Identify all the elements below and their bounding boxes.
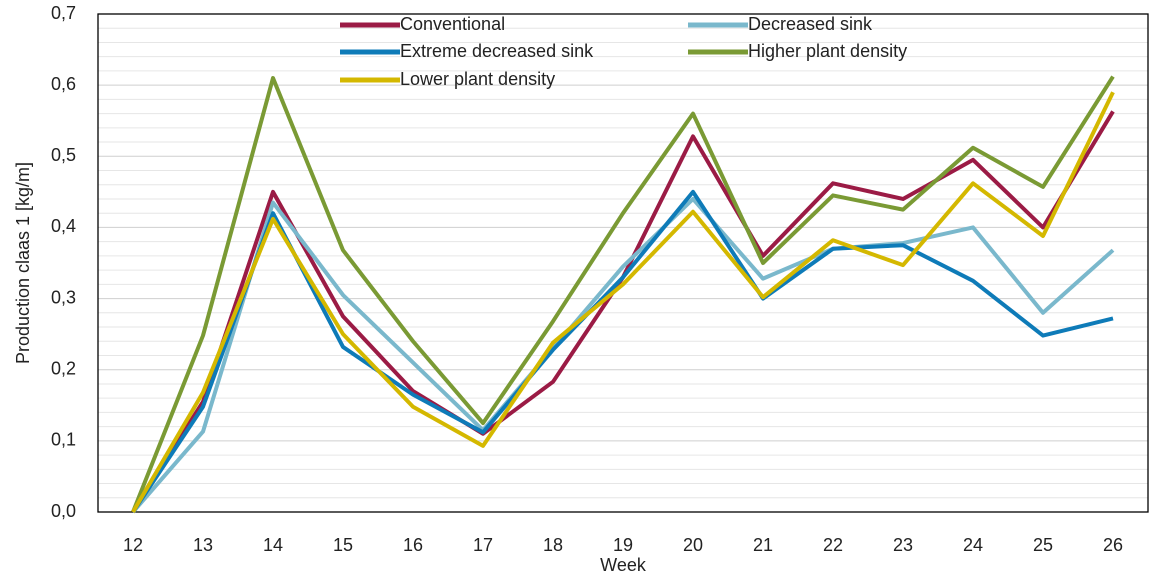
x-tick-label: 12 bbox=[123, 535, 143, 555]
x-tick-label: 24 bbox=[963, 535, 983, 555]
y-tick-label: 0,6 bbox=[51, 74, 76, 94]
y-tick-label: 0,4 bbox=[51, 216, 76, 236]
x-tick-label: 18 bbox=[543, 535, 563, 555]
plot-frame bbox=[97, 13, 1149, 513]
series-line bbox=[131, 91, 1115, 514]
y-tick-label: 0,3 bbox=[51, 287, 76, 307]
y-axis-label: Production claas 1 [kg/m] bbox=[13, 162, 33, 364]
x-tick-label: 20 bbox=[683, 535, 703, 555]
y-tick-label: 0,2 bbox=[51, 358, 76, 378]
y-tick-label: 0,1 bbox=[51, 430, 76, 450]
x-tick-label: 14 bbox=[263, 535, 283, 555]
legend-label: Conventional bbox=[400, 14, 505, 34]
x-tick-label: 25 bbox=[1033, 535, 1053, 555]
legend-label: Lower plant density bbox=[400, 69, 555, 89]
legend-label: Decreased sink bbox=[748, 14, 873, 34]
x-tick-label: 22 bbox=[823, 535, 843, 555]
series-line bbox=[131, 196, 1115, 514]
x-axis-label: Week bbox=[600, 555, 647, 575]
x-tick-label: 19 bbox=[613, 535, 633, 555]
legend-label: Higher plant density bbox=[748, 41, 907, 61]
y-tick-label: 0,0 bbox=[51, 501, 76, 521]
x-tick-label: 15 bbox=[333, 535, 353, 555]
y-tick-label: 0,5 bbox=[51, 145, 76, 165]
x-tick-label: 13 bbox=[193, 535, 213, 555]
x-tick-label: 23 bbox=[893, 535, 913, 555]
legend-label: Extreme decreased sink bbox=[400, 41, 594, 61]
series-line bbox=[131, 75, 1115, 513]
x-tick-label: 26 bbox=[1103, 535, 1123, 555]
x-tick-label: 21 bbox=[753, 535, 773, 555]
x-tick-label: 17 bbox=[473, 535, 493, 555]
x-tick-label: 16 bbox=[403, 535, 423, 555]
series-line bbox=[131, 189, 1114, 514]
y-tick-label: 0,7 bbox=[51, 3, 76, 23]
series-line bbox=[131, 110, 1115, 514]
